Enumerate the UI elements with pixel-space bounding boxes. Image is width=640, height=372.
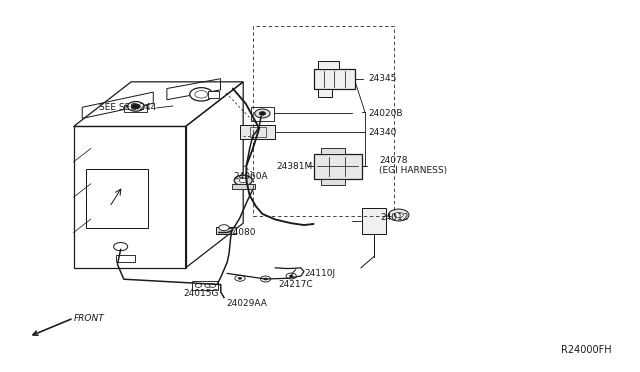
Bar [207,92,219,98]
Circle shape [131,104,140,109]
Text: SEE SEC.244: SEE SEC.244 [99,103,156,112]
Circle shape [286,273,296,279]
FancyBboxPatch shape [314,154,362,179]
FancyBboxPatch shape [317,61,339,69]
Bar [362,208,386,234]
Bar [116,256,136,262]
Text: R24000FH: R24000FH [561,345,611,355]
Bar [321,179,345,185]
Text: 24078: 24078 [379,156,408,165]
Circle shape [289,275,293,277]
Circle shape [127,102,144,111]
Text: 24015G: 24015G [184,289,220,298]
Text: 24110J: 24110J [304,269,335,278]
Bar [86,169,148,228]
Bar [232,184,255,189]
Bar [321,148,345,154]
Text: 24020B: 24020B [368,109,403,118]
Text: 24217C: 24217C [278,280,313,289]
Circle shape [205,283,211,287]
Bar [192,281,218,290]
Bar [124,105,147,112]
Circle shape [189,88,212,101]
Circle shape [235,275,245,281]
Circle shape [264,278,268,280]
Text: 24381M: 24381M [276,162,312,171]
Text: 24340: 24340 [368,128,396,137]
Text: 24080: 24080 [227,228,256,237]
Bar [216,227,236,234]
Circle shape [388,209,409,221]
Circle shape [195,91,207,98]
Circle shape [238,277,242,279]
Circle shape [259,112,266,115]
Bar [240,125,275,139]
Text: (EGI HARNESS): (EGI HARNESS) [379,166,447,174]
Bar [250,127,266,137]
Text: FRONT: FRONT [74,314,104,323]
Circle shape [234,175,252,186]
Bar [251,107,274,121]
Circle shape [195,283,202,287]
Circle shape [260,276,271,282]
FancyBboxPatch shape [317,89,332,97]
Circle shape [219,225,229,231]
Circle shape [239,178,247,183]
Text: 24060A: 24060A [234,172,268,181]
Circle shape [114,243,128,251]
Text: 24029AA: 24029AA [226,299,267,308]
Circle shape [209,283,216,287]
Circle shape [255,109,270,118]
Text: 24012: 24012 [381,213,409,222]
FancyBboxPatch shape [314,69,355,89]
Text: 24345: 24345 [368,74,396,83]
Circle shape [394,212,403,218]
